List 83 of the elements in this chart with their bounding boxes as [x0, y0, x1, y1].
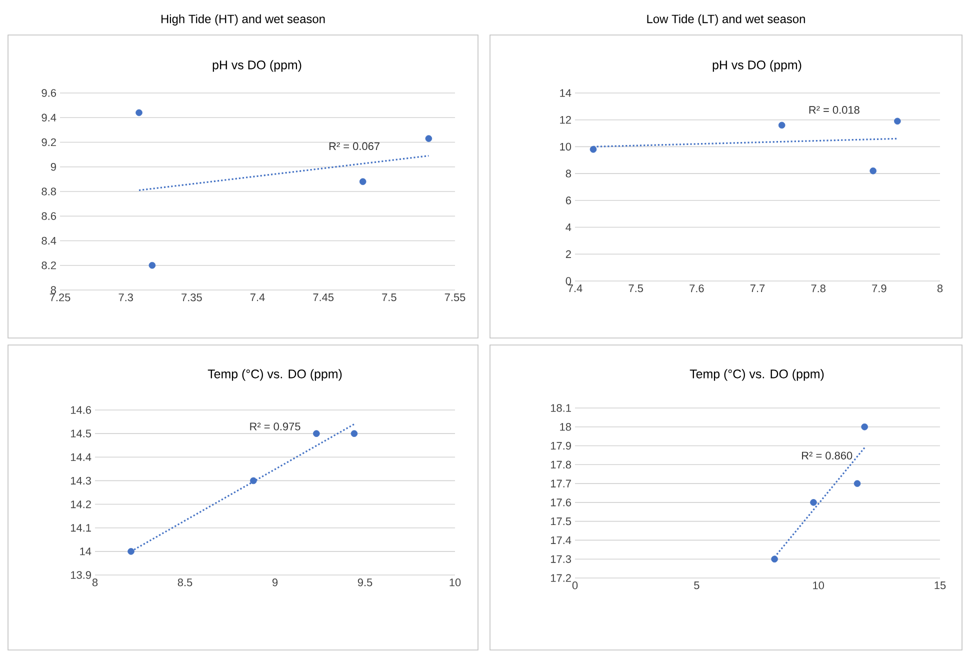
x-tick-label: 7.8	[811, 284, 826, 292]
x-tick-label: 7.4	[568, 284, 582, 292]
point	[854, 480, 861, 487]
x-tick-label: 7.25	[50, 294, 70, 302]
y-tick-label: 8.4	[42, 236, 56, 245]
point	[771, 556, 778, 562]
point	[359, 178, 366, 186]
x-tick-label: 15	[934, 582, 946, 590]
y-tick-label: 8.6	[42, 212, 56, 220]
y-tick-label: 6	[566, 196, 572, 204]
y-tick-label: 8.2	[42, 261, 56, 270]
x-tick-label: 0	[572, 582, 578, 590]
x-tick-label: 7.4	[250, 294, 265, 302]
y-tick-label: 17.7	[550, 480, 571, 488]
y-tick-label: 17.6	[550, 498, 572, 506]
y-tick-label: 4	[566, 224, 572, 232]
y-tick-label: 17.9	[550, 442, 571, 450]
x-tick-label: 7.5	[628, 284, 643, 292]
y-tick-label: 9	[50, 162, 56, 171]
y-tick-label: 18.1	[550, 404, 571, 412]
x-tick-label: 7.5	[382, 294, 396, 302]
y-tick-label: 17.5	[550, 518, 572, 526]
chart-title: Temp (°C) vs. DO (ppm)	[690, 369, 824, 381]
y-tick-label: 18	[560, 423, 572, 431]
point	[136, 109, 142, 116]
annotation: R² = 0.018	[809, 106, 860, 114]
point	[250, 477, 257, 484]
y-tick-label: 14.6	[70, 406, 91, 414]
x-tick-label: 7.3	[118, 294, 133, 302]
point	[778, 122, 786, 129]
point	[894, 118, 901, 125]
point	[861, 423, 868, 430]
chart-title: Low Tide (LT) and wet season	[647, 14, 805, 26]
y-tick-label: 14	[560, 89, 572, 97]
y-tick-label: 0	[566, 277, 572, 285]
y-tick-label: 2	[566, 250, 571, 258]
annotation: R² = 0.975	[250, 422, 300, 430]
chart-title: Temp (°C) vs. DO (ppm)	[208, 369, 342, 381]
x-tick-label: 10	[450, 578, 461, 586]
point	[350, 430, 358, 437]
y-tick-label: 9.2	[42, 138, 56, 146]
y-tick-label: 12	[560, 116, 571, 124]
y-tick-label: 8	[566, 170, 572, 178]
annotation: R² = 0.067	[329, 142, 380, 150]
y-tick-label: 14	[80, 548, 92, 556]
point	[810, 499, 817, 506]
x-tick-label: 7.6	[690, 284, 704, 292]
chart-subtitle: pH vs DO (ppm)	[712, 60, 802, 72]
x-tick-label: 7.9	[872, 284, 886, 292]
point	[313, 430, 320, 437]
y-tick-label: 17.4	[550, 536, 572, 544]
point	[870, 167, 876, 174]
y-tick-label: 17.8	[550, 460, 572, 469]
point	[128, 548, 134, 555]
y-tick-label: 14.4	[70, 453, 92, 461]
point	[425, 135, 432, 142]
point	[148, 262, 156, 269]
x-tick-label: 5	[694, 582, 700, 590]
x-tick-label: 7.7	[750, 284, 765, 292]
y-tick-label: 9.4	[42, 114, 56, 122]
x-tick-label: 9.5	[358, 578, 372, 586]
point	[590, 146, 597, 153]
x-tick-label: 7.35	[182, 294, 202, 302]
y-tick-label: 14.1	[70, 524, 91, 532]
y-tick-label: 10	[560, 142, 572, 151]
y-tick-label: 17.3	[550, 555, 572, 563]
x-tick-label: 8	[937, 284, 943, 292]
x-tick-label: 10	[813, 582, 824, 590]
x-tick-label: 7.55	[444, 294, 466, 302]
y-tick-label: 14.5	[70, 430, 92, 438]
y-tick-label: 9.6	[42, 89, 56, 97]
y-tick-label: 14.3	[70, 476, 91, 485]
x-tick-label: 9	[272, 578, 278, 586]
y-tick-label: 13.9	[70, 571, 91, 579]
y-tick-label: 8.8	[42, 188, 56, 196]
chart-title: High Tide (HT) and wet season	[161, 14, 325, 26]
chart-subtitle: pH vs DO (ppm)	[212, 60, 302, 72]
x-tick-label: 7.45	[313, 294, 334, 302]
x-tick-label: 8	[92, 578, 98, 586]
y-tick-label: 17.2	[550, 574, 571, 582]
annotation: R² = 0.860	[802, 452, 852, 460]
y-tick-label: 14.2	[70, 500, 91, 508]
x-tick-label: 8.5	[178, 578, 192, 586]
